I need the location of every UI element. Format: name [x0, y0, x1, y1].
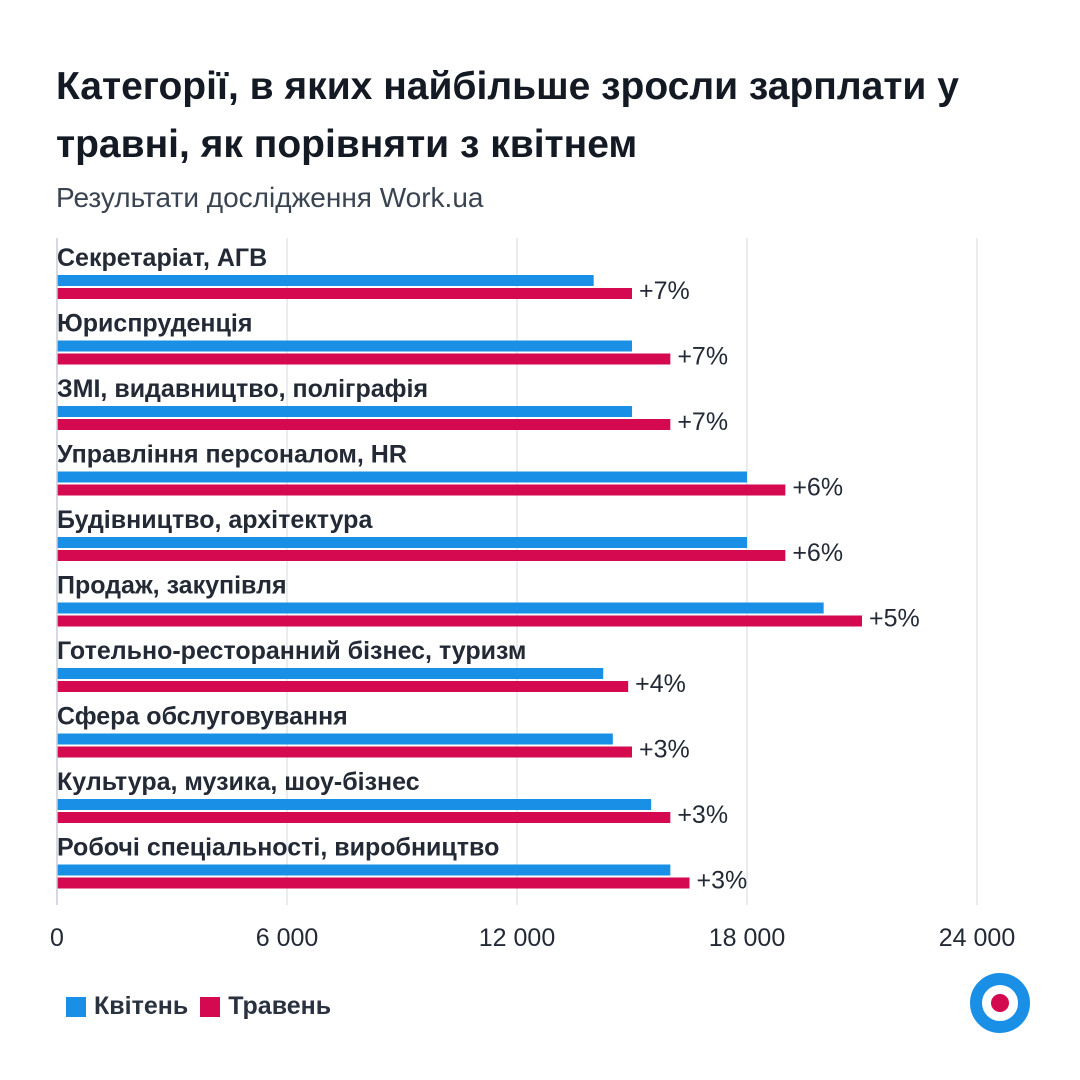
bar-may — [57, 746, 632, 758]
x-tick-label: 12 000 — [479, 924, 555, 952]
bar-may — [57, 353, 671, 365]
bar-may — [57, 615, 862, 627]
category-label: ЗМІ, видавництво, поліграфія — [57, 375, 428, 403]
category-label: Сфера обслуговування — [57, 703, 348, 731]
bar-april — [57, 275, 594, 286]
bar-april — [57, 340, 632, 352]
bar-april — [57, 668, 604, 679]
x-tick-label: 18 000 — [709, 924, 785, 952]
data-label: +3% — [677, 801, 728, 829]
x-tick-label: 0 — [50, 924, 64, 952]
bar-april — [57, 799, 652, 810]
category-label: Робочі спеціальності, виробництво — [57, 834, 499, 862]
bar-may — [57, 681, 629, 692]
x-tick-label: 6 000 — [256, 924, 319, 952]
legend: Квітень Травень — [66, 992, 331, 1021]
data-label: +7% — [677, 408, 728, 436]
legend-item-may: Травень — [200, 992, 331, 1021]
category-label: Культура, музика, шоу-бізнес — [57, 768, 420, 796]
category-label: Готельно-ресторанний бізнес, туризм — [57, 637, 526, 665]
data-label: +3% — [697, 867, 748, 895]
bar-chart: Секретаріат, АГВ +7% Юриспруденція +7% ЗМІ, … — [50, 238, 1015, 952]
data-label: +6% — [792, 539, 843, 567]
legend-label-april: Квітень — [94, 992, 189, 1020]
data-label: +7% — [639, 277, 690, 305]
data-label: +5% — [869, 605, 920, 633]
bar-may — [57, 877, 690, 889]
data-label: +7% — [677, 343, 728, 371]
bar-may — [57, 419, 671, 430]
bar-may — [57, 288, 632, 299]
legend-swatch-may — [200, 996, 221, 1017]
category-label: Продаж, закупівля — [57, 572, 287, 600]
category-label: Секретаріат, АГВ — [57, 244, 267, 272]
logo-icon — [970, 973, 1030, 1033]
bar-april — [57, 406, 632, 417]
bar-may — [57, 550, 786, 561]
bar-may — [57, 484, 786, 496]
x-tick-label: 24 000 — [939, 924, 1015, 952]
data-label: +6% — [792, 474, 843, 502]
bar-april — [57, 471, 747, 483]
bar-may — [57, 812, 671, 823]
category-label: Будівництво, архітектура — [57, 506, 373, 534]
data-label: +4% — [635, 670, 686, 698]
legend-label-may: Травень — [228, 992, 332, 1020]
bar-april — [57, 733, 613, 745]
data-label: +3% — [639, 736, 690, 764]
legend-swatch-april — [66, 996, 86, 1017]
chart-title: Категорії, в яких найбільше зросли зарпл… — [56, 65, 959, 166]
legend-item-april: Квітень — [66, 992, 188, 1021]
bar-april — [57, 537, 747, 548]
category-label: Управління персоналом, HR — [57, 441, 407, 469]
chart-subtitle: Результати дослідження Work.ua — [56, 182, 484, 213]
category-label: Юриспруденція — [57, 310, 252, 338]
bar-april — [57, 864, 671, 876]
bar-april — [57, 602, 824, 614]
